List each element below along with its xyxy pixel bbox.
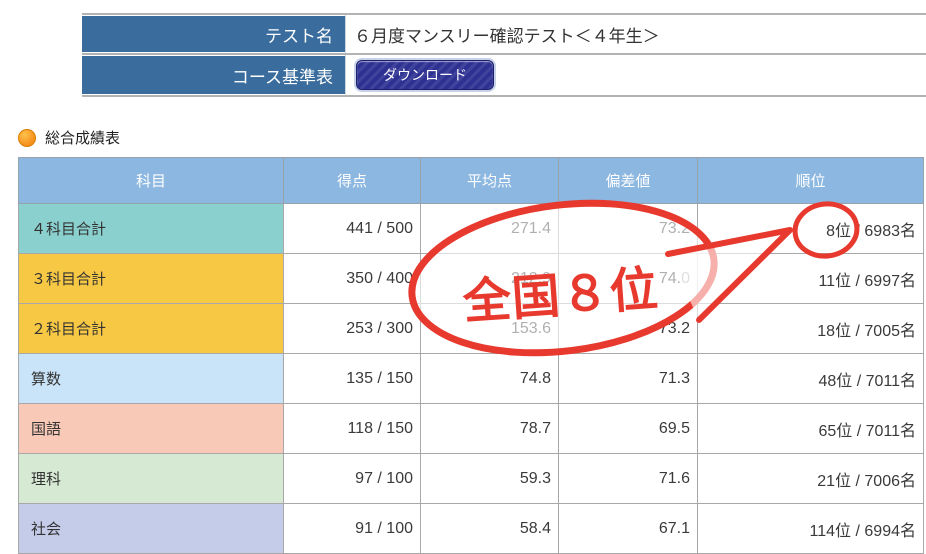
test-info-panel: テスト名 ６月度マンスリー確認テスト＜４年生＞ コース基準表 ダウンロード bbox=[82, 13, 926, 97]
average-cell: 153.6 bbox=[420, 303, 559, 354]
test-name-label: テスト名 bbox=[82, 16, 345, 52]
column-header-rank: 順位 bbox=[697, 157, 924, 204]
subject-cell: 算数 bbox=[18, 353, 284, 404]
course-standard-row: コース基準表 ダウンロード bbox=[82, 55, 926, 95]
deviation-cell: 71.3 bbox=[558, 353, 698, 404]
score-cell: 97 / 100 bbox=[283, 453, 421, 504]
table-row: 社会 91 / 100 58.4 67.1 114位 / 6994名 bbox=[18, 503, 924, 554]
divider bbox=[82, 13, 926, 15]
column-header-average: 平均点 bbox=[420, 157, 559, 204]
rank-cell: 8位 / 6983名 bbox=[697, 203, 924, 254]
rank-cell: 65位 / 7011名 bbox=[697, 403, 924, 454]
subject-cell: 社会 bbox=[18, 503, 284, 554]
table-row: 算数 135 / 150 74.8 71.3 48位 / 7011名 bbox=[18, 353, 924, 404]
table-row: ４科目合計 441 / 500 271.4 73.2 8位 / 6983名 bbox=[18, 203, 924, 254]
table-row: 理科 97 / 100 59.3 71.6 21位 / 7006名 bbox=[18, 453, 924, 504]
deviation-cell: 69.5 bbox=[558, 403, 698, 454]
rank-cell: 11位 / 6997名 bbox=[697, 253, 924, 304]
column-header-score: 得点 bbox=[283, 157, 421, 204]
section-header: 総合成績表 bbox=[18, 127, 120, 148]
average-cell: 59.3 bbox=[420, 453, 559, 504]
section-title: 総合成績表 bbox=[45, 130, 121, 147]
table-row: ３科目合計 350 / 400 212.9 74.0 11位 / 6997名 bbox=[18, 253, 924, 304]
column-header-deviation: 偏差値 bbox=[558, 157, 698, 204]
subject-cell: ３科目合計 bbox=[18, 253, 284, 304]
average-cell: 271.4 bbox=[420, 203, 559, 254]
score-cell: 135 / 150 bbox=[283, 353, 421, 404]
score-cell: 91 / 100 bbox=[283, 503, 421, 554]
deviation-cell: 73.2 bbox=[558, 303, 698, 354]
deviation-cell: 67.1 bbox=[558, 503, 698, 554]
rank-cell: 48位 / 7011名 bbox=[697, 353, 924, 404]
course-standard-value: ダウンロード bbox=[345, 55, 926, 95]
score-cell: 253 / 300 bbox=[283, 303, 421, 354]
score-cell: 441 / 500 bbox=[283, 203, 421, 254]
column-header-subject: 科目 bbox=[18, 157, 284, 204]
deviation-cell: 74.0 bbox=[558, 253, 698, 304]
score-cell: 350 / 400 bbox=[283, 253, 421, 304]
subject-cell: 理科 bbox=[18, 453, 284, 504]
divider bbox=[82, 53, 926, 55]
deviation-cell: 73.2 bbox=[558, 203, 698, 254]
table-row: 国語 118 / 150 78.7 69.5 65位 / 7011名 bbox=[18, 403, 924, 454]
deviation-cell: 71.6 bbox=[558, 453, 698, 504]
orange-circle-icon bbox=[18, 128, 36, 147]
average-cell: 58.4 bbox=[420, 503, 559, 554]
table-row: ２科目合計 253 / 300 153.6 73.2 18位 / 7005名 bbox=[18, 303, 924, 354]
subject-cell: ４科目合計 bbox=[18, 203, 284, 254]
subject-cell: 国語 bbox=[18, 403, 284, 454]
download-button[interactable]: ダウンロード bbox=[356, 60, 494, 90]
course-standard-label: コース基準表 bbox=[82, 56, 345, 94]
test-name-value: ６月度マンスリー確認テスト＜４年生＞ bbox=[345, 15, 926, 53]
rank-cell: 114位 / 6994名 bbox=[697, 503, 924, 554]
rank-cell: 18位 / 7005名 bbox=[697, 303, 924, 354]
overall-score-table: 科目 得点 平均点 偏差値 順位 ４科目合計 441 / 500 271.4 7… bbox=[18, 157, 924, 554]
rank-cell: 21位 / 7006名 bbox=[697, 453, 924, 504]
average-cell: 212.9 bbox=[420, 253, 559, 304]
score-cell: 118 / 150 bbox=[283, 403, 421, 454]
subject-cell: ２科目合計 bbox=[18, 303, 284, 354]
divider bbox=[82, 95, 926, 97]
average-cell: 78.7 bbox=[420, 403, 559, 454]
table-header-row: 科目 得点 平均点 偏差値 順位 bbox=[18, 157, 924, 204]
average-cell: 74.8 bbox=[420, 353, 559, 404]
test-name-row: テスト名 ６月度マンスリー確認テスト＜４年生＞ bbox=[82, 15, 926, 53]
